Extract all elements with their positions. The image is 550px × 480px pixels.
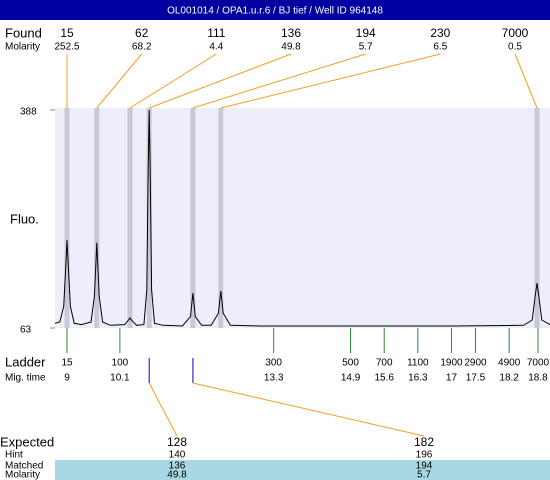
- found-size: 15: [60, 26, 74, 40]
- found-label: Found: [5, 25, 42, 40]
- expected-value: 196: [416, 450, 433, 461]
- match-connector: [148, 382, 178, 437]
- expected-value: 49.8: [167, 470, 187, 480]
- ladder-time: 18.8: [528, 373, 548, 384]
- expected-row-label: Expected: [0, 434, 54, 449]
- title-bar: [0, 0, 550, 20]
- ladder-size: 1100: [407, 358, 429, 369]
- found-connector: [129, 53, 217, 109]
- ladder-time: 17: [446, 373, 458, 384]
- ladder-size: 700: [376, 358, 393, 369]
- ladder-size: 100: [112, 358, 129, 369]
- found-connector: [220, 53, 441, 109]
- peak-band: [146, 108, 152, 328]
- peak-band: [190, 108, 196, 328]
- peak-band: [534, 108, 540, 328]
- expected-value: 128: [167, 435, 187, 449]
- ladder-size: 1900: [440, 358, 463, 369]
- peak-band: [127, 108, 133, 328]
- title: OL001014 / OPA1.u.r.6 / BJ tief / Well I…: [167, 6, 383, 17]
- found-size: 111: [207, 26, 226, 40]
- found-molarity: 0.5: [508, 42, 522, 53]
- found-size: 136: [281, 26, 301, 40]
- ladder-size: 500: [342, 358, 359, 369]
- found-connector: [96, 53, 143, 109]
- peak-band: [94, 108, 100, 328]
- ladder-size: 15: [61, 358, 73, 369]
- found-molarity: 6.5: [433, 42, 447, 53]
- matched-highlight: [55, 460, 550, 480]
- found-molarity: 68.2: [132, 42, 152, 53]
- found-connector: [192, 53, 366, 109]
- peak-band: [64, 108, 70, 328]
- expected-row-label: Molarity: [5, 470, 40, 480]
- expected-row-label: Hint: [5, 450, 23, 461]
- ladder-time: 14.9: [341, 373, 361, 384]
- ladder-time: 10.1: [110, 373, 130, 384]
- ladder-size: 7000: [527, 358, 550, 369]
- match-connector: [192, 382, 425, 437]
- ladder-time: 16.3: [408, 373, 428, 384]
- expected-row-label: Matched: [5, 461, 43, 472]
- found-size: 230: [430, 26, 450, 40]
- y-tick-label: 63: [20, 325, 32, 336]
- ladder-label: Ladder: [5, 354, 46, 369]
- found-molarity-label: Molarity: [5, 42, 40, 53]
- found-molarity: 252.5: [54, 42, 79, 53]
- found-molarity: 4.4: [209, 42, 223, 53]
- ladder-size: 2900: [464, 358, 487, 369]
- found-molarity: 49.8: [281, 42, 301, 53]
- ladder-time-label: Mig. time: [5, 373, 46, 384]
- y-tick-label: 388: [20, 107, 37, 118]
- y-axis-label: Fluo.: [10, 211, 39, 226]
- ladder-size: 4900: [498, 358, 521, 369]
- ladder-size: 300: [265, 358, 282, 369]
- found-size: 194: [356, 26, 376, 40]
- expected-value: 5.7: [417, 470, 431, 480]
- expected-value: 136: [169, 461, 186, 472]
- peak-band: [218, 108, 224, 328]
- found-molarity: 5.7: [359, 42, 373, 53]
- plot-area: [55, 108, 550, 328]
- found-connector: [149, 53, 292, 109]
- found-connector: [514, 53, 538, 109]
- found-size: 7000: [502, 26, 529, 40]
- ladder-time: 18.2: [499, 373, 519, 384]
- expected-value: 140: [169, 450, 186, 461]
- ladder-time: 17.5: [466, 373, 486, 384]
- ladder-time: 15.6: [374, 373, 394, 384]
- ladder-time: 9: [64, 373, 70, 384]
- found-size: 62: [135, 26, 149, 40]
- expected-value: 194: [416, 461, 433, 472]
- expected-value: 182: [414, 435, 434, 449]
- trace: [54, 109, 550, 327]
- ladder-time: 13.3: [264, 373, 284, 384]
